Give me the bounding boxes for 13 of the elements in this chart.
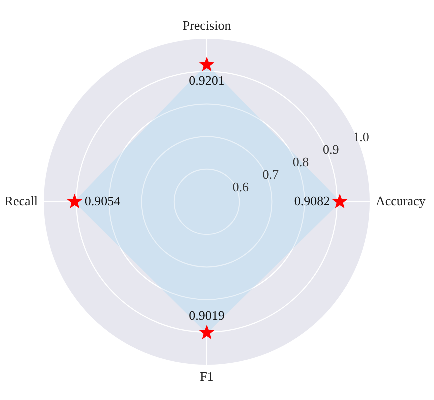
data-label: 0.9201 bbox=[189, 72, 225, 88]
spoke-label: Precision bbox=[182, 18, 232, 33]
y-tick-label: 0.7 bbox=[262, 166, 280, 182]
spoke-label: Recall bbox=[4, 193, 38, 208]
data-label: 0.9019 bbox=[189, 308, 225, 323]
data-label: 0.9054 bbox=[84, 193, 122, 208]
data-label: 0.9082 bbox=[294, 193, 330, 208]
spoke-label: Accuracy bbox=[376, 193, 426, 208]
y-tick-label: 0.8 bbox=[292, 154, 310, 170]
y-tick-label: 0.9 bbox=[323, 142, 340, 157]
y-tick-label: 0.6 bbox=[232, 179, 250, 194]
spoke-label: F1 bbox=[200, 368, 214, 384]
y-tick-label: 1.0 bbox=[353, 130, 370, 145]
